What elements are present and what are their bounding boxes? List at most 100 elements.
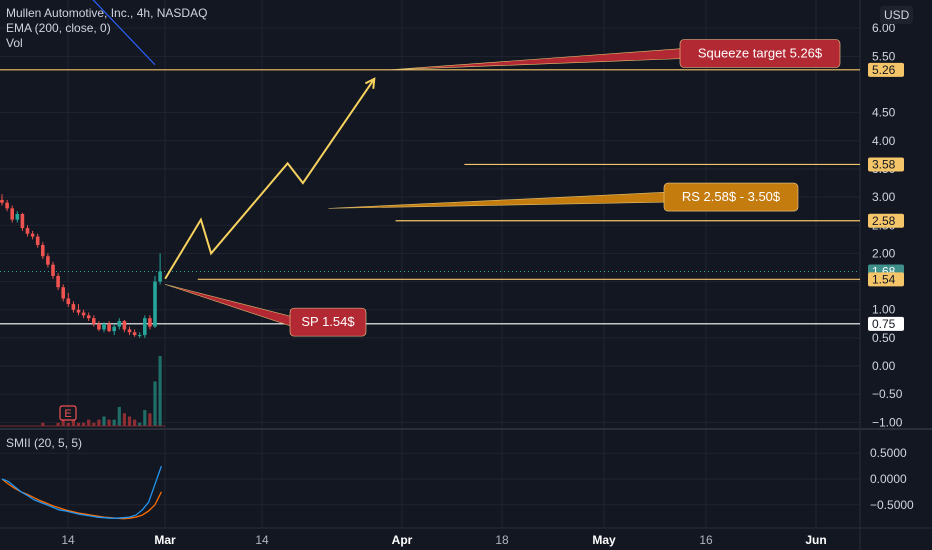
price-badge-text: 2.58 xyxy=(872,214,896,228)
price-badge-bg xyxy=(868,157,904,172)
price-badge-bg xyxy=(868,272,904,287)
volume-bar xyxy=(97,419,101,426)
smi-signal-line xyxy=(1,478,162,520)
volume-bar xyxy=(143,410,147,426)
candle-body xyxy=(137,335,142,337)
ema-legend[interactable]: EMA (200, close, 0) xyxy=(6,21,111,35)
volume-bar xyxy=(117,406,121,426)
candle-body xyxy=(20,214,25,229)
currency-button[interactable]: USD xyxy=(880,6,914,24)
volume-bar xyxy=(122,413,126,426)
candle-body xyxy=(71,304,76,310)
price-badge-text: 5.26 xyxy=(872,63,896,77)
volume-bar xyxy=(153,381,157,426)
price-badge-bg xyxy=(868,213,904,228)
candle-body xyxy=(112,326,116,332)
volume-bar xyxy=(56,422,60,426)
volume-bar xyxy=(66,422,70,426)
price-axis: 6.005.504.504.003.503.002.502.001.501.00… xyxy=(872,21,903,429)
candle-body xyxy=(86,315,91,319)
price-badge: 0.75 xyxy=(868,316,904,331)
volume-bar xyxy=(158,356,162,426)
price-tick-label: 0.00 xyxy=(872,359,896,373)
price-badge: 3.58 xyxy=(868,157,904,172)
indicator-tick-label: 0.5000 xyxy=(870,446,907,460)
time-tick-label: May xyxy=(592,533,616,547)
indicator-axis: 0.5000 0.0000 −0.5000 xyxy=(870,446,914,512)
earnings-label: E xyxy=(64,408,71,420)
volume-bar xyxy=(71,419,75,426)
candle-body xyxy=(143,318,147,336)
price-badge-text: 3.58 xyxy=(872,157,896,171)
candle-body xyxy=(46,256,50,265)
candle-body xyxy=(76,309,81,313)
volume-bar xyxy=(127,416,132,426)
price-tick-label: 3.00 xyxy=(872,190,896,204)
time-tick-label: 16 xyxy=(699,533,713,547)
chart-legend: Mullen Automotive, Inc., 4h, NASDAQ EMA … xyxy=(6,6,207,51)
callout: Squeeze target 5.26$ xyxy=(389,39,841,71)
symbol-title[interactable]: Mullen Automotive, Inc., 4h, NASDAQ xyxy=(6,6,208,20)
candle-body xyxy=(81,312,86,316)
indicator-legend[interactable]: SMII (20, 5, 5) xyxy=(6,436,83,450)
callout-text: Squeeze target 5.26$ xyxy=(698,46,823,61)
candle-body xyxy=(148,318,152,327)
candle-body xyxy=(25,228,30,234)
earnings-box xyxy=(59,405,77,421)
projection-arrowhead xyxy=(364,77,376,89)
candle-body xyxy=(127,329,132,333)
candle-body xyxy=(66,298,71,305)
price-tick-label: 2.00 xyxy=(872,246,896,260)
price-tick-label: 6.00 xyxy=(872,21,896,35)
callout-text: RS 2.58$ - 3.50$ xyxy=(682,189,781,204)
volume-bar xyxy=(148,413,152,426)
price-badge: 5.26 xyxy=(868,62,904,77)
price-badge: 2.58 xyxy=(868,213,904,228)
candle-body xyxy=(122,321,127,330)
price-badge-bg xyxy=(868,62,904,77)
candle-body xyxy=(10,208,14,220)
price-tick-label: 4.50 xyxy=(872,106,896,120)
candle-body xyxy=(132,332,137,336)
candle-body xyxy=(117,321,122,327)
time-tick-label: Jun xyxy=(805,533,826,547)
earnings-marker: E xyxy=(59,405,77,421)
candle-body xyxy=(107,323,111,332)
time-axis: 14 Mar 14 Apr 18 May 16 Jun xyxy=(61,533,826,547)
candle-body xyxy=(30,233,35,237)
volume-bar xyxy=(82,422,86,426)
candle-body xyxy=(51,264,55,276)
volume-bar xyxy=(92,422,96,426)
candle-body xyxy=(61,287,65,299)
candle-body xyxy=(56,275,60,288)
volume-bars xyxy=(41,356,162,426)
candle-body xyxy=(153,281,157,327)
time-tick-label: 14 xyxy=(255,533,269,547)
candle-body xyxy=(92,318,96,324)
price-badge-text: 0.75 xyxy=(872,317,896,331)
time-tick-label: Mar xyxy=(154,533,176,547)
candle-body xyxy=(97,323,101,330)
time-tick-label: Apr xyxy=(392,533,413,547)
candle-body xyxy=(35,236,40,245)
price-tick-label: −1.00 xyxy=(872,415,903,429)
volume-bar xyxy=(87,419,91,426)
projection-arrow xyxy=(164,78,376,280)
candles xyxy=(0,194,162,338)
indicator-tick-label: 0.0000 xyxy=(870,472,907,486)
candle-body xyxy=(5,202,9,209)
candle-body xyxy=(0,199,4,203)
callout: RS 2.58$ - 3.50$ xyxy=(328,182,799,212)
vol-legend[interactable]: Vol xyxy=(6,36,23,50)
price-tick-label: 1.00 xyxy=(872,303,896,317)
price-tick-label: 0.50 xyxy=(872,331,896,345)
indicator-tick-label: −0.5000 xyxy=(870,498,914,512)
candle-body xyxy=(102,323,106,330)
price-tick-label: 4.00 xyxy=(872,134,896,148)
ema-line xyxy=(92,0,156,66)
callout-box xyxy=(679,39,841,68)
price-tick-label: 5.50 xyxy=(872,49,896,63)
volume-bar xyxy=(107,419,111,426)
